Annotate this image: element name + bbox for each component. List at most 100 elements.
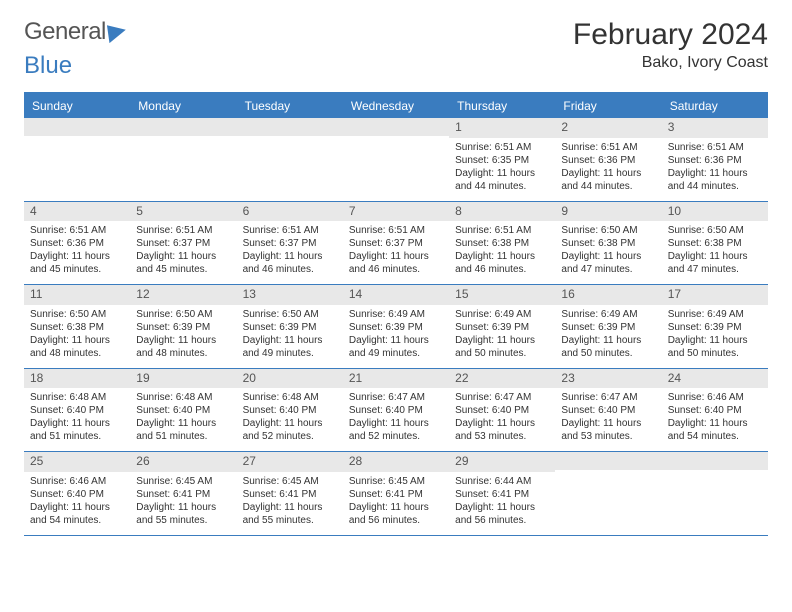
day-detail — [237, 136, 343, 198]
calendar-day: 18Sunrise: 6:48 AMSunset: 6:40 PMDayligh… — [24, 369, 130, 452]
day-number: 29 — [449, 452, 555, 472]
daylight-text: Daylight: 11 hours and 55 minutes. — [136, 501, 230, 527]
day-number: 17 — [662, 285, 768, 305]
sunrise-text: Sunrise: 6:44 AM — [455, 475, 549, 488]
daylight-text: Daylight: 11 hours and 44 minutes. — [561, 167, 655, 193]
sunset-text: Sunset: 6:36 PM — [30, 237, 124, 250]
sunset-text: Sunset: 6:40 PM — [136, 404, 230, 417]
day-detail: Sunrise: 6:49 AMSunset: 6:39 PMDaylight:… — [662, 305, 768, 368]
calendar-day: 6Sunrise: 6:51 AMSunset: 6:37 PMDaylight… — [237, 202, 343, 285]
sunset-text: Sunset: 6:38 PM — [561, 237, 655, 250]
sunset-text: Sunset: 6:39 PM — [668, 321, 762, 334]
day-number: 20 — [237, 369, 343, 389]
calendar-week: 25Sunrise: 6:46 AMSunset: 6:40 PMDayligh… — [24, 452, 768, 536]
sunset-text: Sunset: 6:39 PM — [136, 321, 230, 334]
day-detail: Sunrise: 6:45 AMSunset: 6:41 PMDaylight:… — [237, 472, 343, 535]
calendar-header-row: Sunday Monday Tuesday Wednesday Thursday… — [24, 94, 768, 118]
day-number: 2 — [555, 118, 661, 138]
day-number: 21 — [343, 369, 449, 389]
day-number — [662, 452, 768, 470]
daylight-text: Daylight: 11 hours and 46 minutes. — [455, 250, 549, 276]
day-detail: Sunrise: 6:50 AMSunset: 6:38 PMDaylight:… — [662, 221, 768, 284]
daylight-text: Daylight: 11 hours and 52 minutes. — [349, 417, 443, 443]
sunrise-text: Sunrise: 6:48 AM — [30, 391, 124, 404]
sunrise-text: Sunrise: 6:50 AM — [561, 224, 655, 237]
day-number: 13 — [237, 285, 343, 305]
day-detail: Sunrise: 6:48 AMSunset: 6:40 PMDaylight:… — [130, 388, 236, 451]
sunset-text: Sunset: 6:40 PM — [668, 404, 762, 417]
calendar-day: 27Sunrise: 6:45 AMSunset: 6:41 PMDayligh… — [237, 452, 343, 535]
calendar-day: 20Sunrise: 6:48 AMSunset: 6:40 PMDayligh… — [237, 369, 343, 452]
day-detail: Sunrise: 6:51 AMSunset: 6:36 PMDaylight:… — [662, 138, 768, 201]
day-number: 11 — [24, 285, 130, 305]
weekday-header: Monday — [130, 94, 236, 118]
day-detail: Sunrise: 6:44 AMSunset: 6:41 PMDaylight:… — [449, 472, 555, 535]
daylight-text: Daylight: 11 hours and 50 minutes. — [668, 334, 762, 360]
day-number — [555, 452, 661, 470]
sunrise-text: Sunrise: 6:47 AM — [349, 391, 443, 404]
day-detail: Sunrise: 6:46 AMSunset: 6:40 PMDaylight:… — [662, 388, 768, 451]
calendar-day: 4Sunrise: 6:51 AMSunset: 6:36 PMDaylight… — [24, 202, 130, 285]
sunset-text: Sunset: 6:40 PM — [349, 404, 443, 417]
calendar: Sunday Monday Tuesday Wednesday Thursday… — [24, 92, 768, 536]
daylight-text: Daylight: 11 hours and 50 minutes. — [561, 334, 655, 360]
daylight-text: Daylight: 11 hours and 44 minutes. — [455, 167, 549, 193]
sunset-text: Sunset: 6:39 PM — [349, 321, 443, 334]
day-number: 24 — [662, 369, 768, 389]
day-number: 6 — [237, 202, 343, 222]
day-detail: Sunrise: 6:48 AMSunset: 6:40 PMDaylight:… — [24, 388, 130, 451]
day-number: 16 — [555, 285, 661, 305]
calendar-day: 15Sunrise: 6:49 AMSunset: 6:39 PMDayligh… — [449, 285, 555, 368]
sunset-text: Sunset: 6:41 PM — [455, 488, 549, 501]
sunrise-text: Sunrise: 6:51 AM — [349, 224, 443, 237]
calendar-day: 1Sunrise: 6:51 AMSunset: 6:35 PMDaylight… — [449, 118, 555, 201]
day-number: 14 — [343, 285, 449, 305]
daylight-text: Daylight: 11 hours and 54 minutes. — [668, 417, 762, 443]
daylight-text: Daylight: 11 hours and 49 minutes. — [243, 334, 337, 360]
day-detail: Sunrise: 6:49 AMSunset: 6:39 PMDaylight:… — [449, 305, 555, 368]
daylight-text: Daylight: 11 hours and 56 minutes. — [349, 501, 443, 527]
day-number: 28 — [343, 452, 449, 472]
sunset-text: Sunset: 6:36 PM — [668, 154, 762, 167]
daylight-text: Daylight: 11 hours and 54 minutes. — [30, 501, 124, 527]
weekday-header: Wednesday — [343, 94, 449, 118]
day-number: 5 — [130, 202, 236, 222]
daylight-text: Daylight: 11 hours and 46 minutes. — [243, 250, 337, 276]
day-number: 18 — [24, 369, 130, 389]
day-detail: Sunrise: 6:50 AMSunset: 6:39 PMDaylight:… — [237, 305, 343, 368]
calendar-body: 1Sunrise: 6:51 AMSunset: 6:35 PMDaylight… — [24, 118, 768, 536]
weekday-header: Saturday — [662, 94, 768, 118]
calendar-day: 14Sunrise: 6:49 AMSunset: 6:39 PMDayligh… — [343, 285, 449, 368]
calendar-week: 4Sunrise: 6:51 AMSunset: 6:36 PMDaylight… — [24, 202, 768, 286]
day-detail: Sunrise: 6:49 AMSunset: 6:39 PMDaylight:… — [343, 305, 449, 368]
calendar-day: 12Sunrise: 6:50 AMSunset: 6:39 PMDayligh… — [130, 285, 236, 368]
daylight-text: Daylight: 11 hours and 53 minutes. — [455, 417, 549, 443]
sunset-text: Sunset: 6:41 PM — [349, 488, 443, 501]
calendar-day: 28Sunrise: 6:45 AMSunset: 6:41 PMDayligh… — [343, 452, 449, 535]
calendar-day: 21 Sunrise: 6:47 AMSunset: 6:40 PMDayligh… — [343, 369, 449, 452]
sunrise-text: Sunrise: 6:50 AM — [136, 308, 230, 321]
sunset-text: Sunset: 6:38 PM — [455, 237, 549, 250]
day-detail: Sunrise: 6:45 AMSunset: 6:41 PMDaylight:… — [343, 472, 449, 535]
calendar-day: 25Sunrise: 6:46 AMSunset: 6:40 PMDayligh… — [24, 452, 130, 535]
sunset-text: Sunset: 6:37 PM — [349, 237, 443, 250]
sunrise-text: Sunrise: 6:50 AM — [30, 308, 124, 321]
day-detail: Sunrise: 6:47 AMSunset: 6:40 PMDaylight:… — [449, 388, 555, 451]
day-detail: Sunrise: 6:51 AMSunset: 6:37 PMDaylight:… — [130, 221, 236, 284]
sunset-text: Sunset: 6:38 PM — [30, 321, 124, 334]
calendar-day — [237, 118, 343, 201]
sunrise-text: Sunrise: 6:49 AM — [455, 308, 549, 321]
daylight-text: Daylight: 11 hours and 48 minutes. — [136, 334, 230, 360]
logo: General — [24, 18, 126, 46]
day-detail — [555, 470, 661, 532]
sunrise-text: Sunrise: 6:51 AM — [561, 141, 655, 154]
sunset-text: Sunset: 6:38 PM — [668, 237, 762, 250]
day-number: 9 — [555, 202, 661, 222]
day-number: 8 — [449, 202, 555, 222]
logo-mark-icon — [107, 21, 127, 43]
daylight-text: Daylight: 11 hours and 47 minutes. — [668, 250, 762, 276]
calendar-day — [662, 452, 768, 535]
day-detail — [24, 136, 130, 198]
calendar-day: 5Sunrise: 6:51 AMSunset: 6:37 PMDaylight… — [130, 202, 236, 285]
sunset-text: Sunset: 6:40 PM — [30, 488, 124, 501]
